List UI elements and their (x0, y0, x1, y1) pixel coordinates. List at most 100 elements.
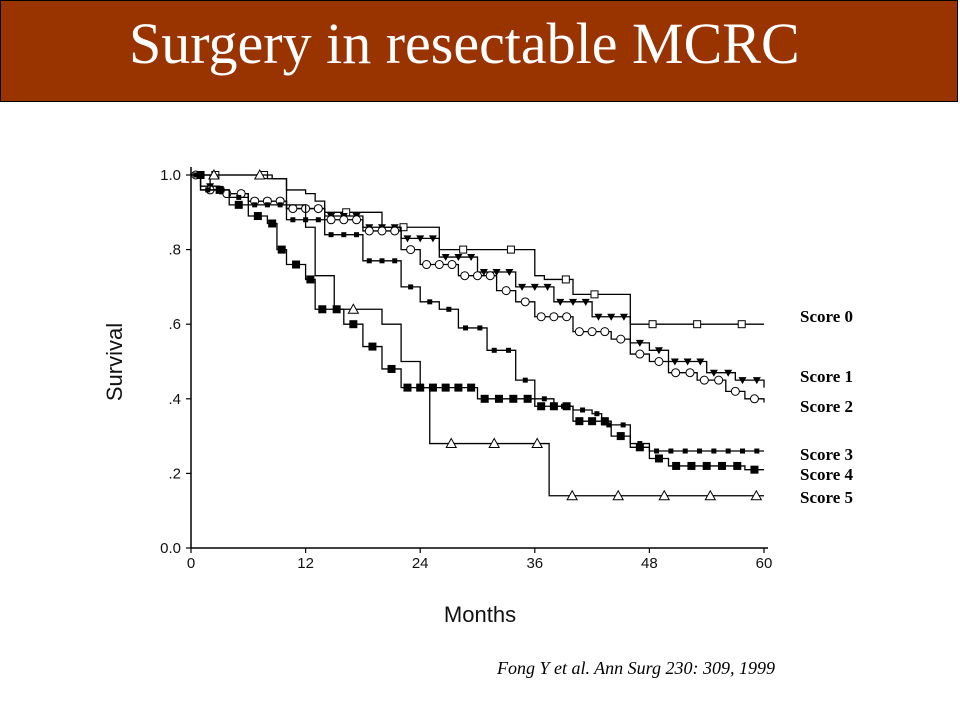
data-point-open-circle (352, 215, 362, 225)
data-point-small-square (205, 187, 211, 193)
data-point-open-circle (501, 286, 511, 296)
data-point-filled-triangle (492, 268, 501, 276)
data-point-filled-triangle (635, 339, 644, 347)
data-point-small-square (392, 258, 398, 264)
data-point-open-triangle (347, 303, 360, 314)
y-tick-label: 1.0 (160, 167, 181, 184)
data-point-open-triangle (253, 168, 266, 180)
data-point-large-square (672, 461, 681, 470)
data-point-small-square (654, 448, 660, 454)
data-point-large-square (733, 461, 742, 470)
data-point-open-circle (447, 260, 457, 270)
chart-axes: 0 12 24 36 48 60 0.0 .2 .4 .6 .8 1.0 (160, 167, 772, 572)
data-point-open-triangle (612, 489, 625, 501)
data-point-filled-triangle (416, 235, 425, 243)
data-point-small-square (506, 347, 512, 353)
data-point-filled-triangle (683, 358, 692, 366)
data-point-filled-triangle (724, 369, 733, 377)
data-point-small-square (491, 347, 497, 353)
data-point-open-circle (574, 327, 584, 337)
data-point-filled-triangle (505, 268, 514, 276)
data-point-open-circle (377, 226, 387, 236)
data-point-open-circle (699, 375, 709, 385)
data-point-small-square (236, 194, 242, 200)
data-point-small-square (379, 258, 385, 264)
survival-curve-score-4 (191, 174, 764, 471)
data-point-open-circle (460, 271, 470, 281)
data-point-large-square (600, 417, 609, 426)
data-point-small-square (446, 306, 452, 312)
data-point-small-square (427, 299, 433, 305)
data-point-open-circle (600, 327, 610, 337)
data-point-open-circle (434, 260, 444, 270)
data-point-small-square (252, 202, 258, 208)
data-point-small-square (264, 202, 270, 208)
data-point-large-square (635, 443, 644, 452)
data-point-small-square (725, 448, 731, 454)
data-point-open-circle (587, 327, 597, 337)
data-point-open-circle (562, 312, 572, 322)
data-point-large-square (467, 383, 476, 392)
data-point-open-square (590, 290, 599, 299)
data-point-small-square (682, 448, 688, 454)
data-point-large-square (654, 454, 663, 463)
data-point-filled-triangle (530, 283, 539, 291)
y-tick-label: .2 (168, 465, 181, 482)
data-point-large-square (368, 342, 377, 351)
data-point-open-circle (473, 271, 482, 281)
y-tick-label: .4 (168, 391, 181, 408)
data-point-large-square (549, 402, 558, 411)
data-point-large-square (234, 200, 243, 209)
y-tick-label: .6 (168, 316, 181, 333)
data-point-open-circle (364, 226, 374, 236)
x-tick-label: 24 (412, 555, 429, 572)
data-point-large-square (523, 394, 532, 403)
data-point-small-square (341, 232, 347, 238)
data-point-large-square (215, 185, 224, 194)
data-point-filled-triangle (594, 313, 603, 321)
data-point-filled-triangle (738, 377, 747, 385)
data-point-small-square (354, 232, 360, 238)
data-point-small-square (754, 448, 760, 454)
data-point-small-square (522, 377, 528, 383)
series-label-score-5: Score 5 (800, 488, 853, 507)
data-point-small-square (366, 258, 372, 264)
data-point-large-square (537, 402, 546, 411)
data-point-filled-triangle (518, 283, 527, 291)
data-point-large-square (687, 461, 696, 470)
survival-curve-score-3 (191, 174, 764, 452)
data-point-filled-triangle (479, 268, 488, 276)
x-tick-label: 48 (641, 555, 658, 572)
data-point-filled-triangle (709, 369, 718, 377)
data-point-open-triangle (704, 489, 717, 501)
data-point-open-circle (536, 312, 546, 322)
data-point-open-triangle (445, 437, 458, 449)
data-point-open-circle (730, 386, 740, 396)
data-point-open-triangle (531, 437, 544, 449)
data-point-open-square (506, 245, 515, 254)
data-point-filled-triangle (454, 254, 463, 262)
data-point-open-square (737, 320, 746, 329)
data-point-large-square (268, 219, 277, 228)
data-point-open-triangle (488, 437, 501, 449)
data-point-large-square (702, 461, 711, 470)
data-point-open-triangle (208, 168, 220, 180)
survival-curve-score-2 (191, 174, 765, 403)
data-point-open-circle (313, 204, 323, 214)
data-point-small-square (315, 217, 321, 223)
data-point-open-circle (654, 357, 664, 366)
data-point-open-triangle (566, 489, 578, 501)
data-point-small-square (668, 448, 674, 454)
data-point-open-triangle (658, 489, 671, 501)
data-point-large-square (349, 320, 358, 329)
data-point-open-circle (671, 368, 681, 378)
data-point-open-triangle (750, 489, 763, 501)
data-point-open-square (648, 320, 657, 329)
data-point-open-circle (616, 334, 626, 344)
data-point-filled-triangle (403, 235, 412, 243)
data-point-open-circle (520, 297, 530, 307)
data-point-open-square (561, 275, 570, 284)
data-point-large-square (562, 402, 571, 411)
